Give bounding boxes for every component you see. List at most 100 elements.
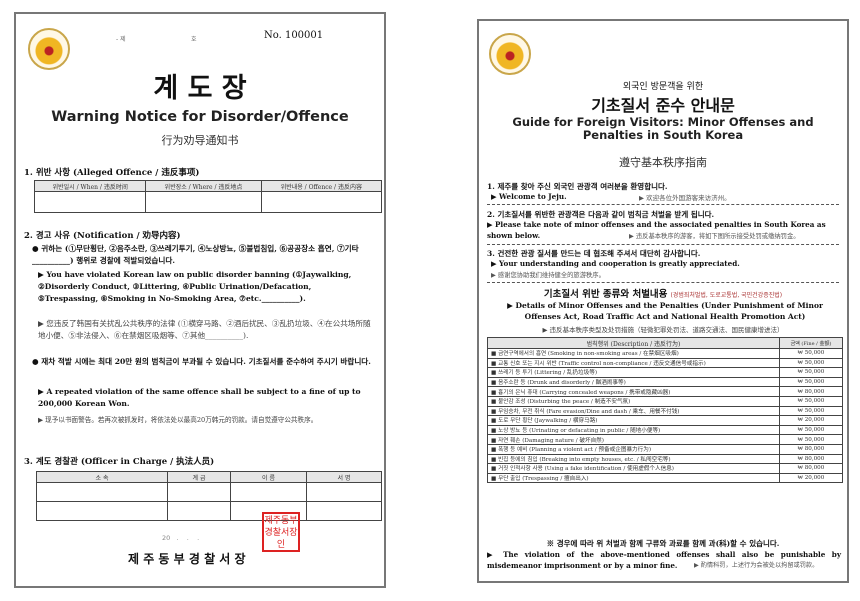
fine-row: ■ 자연 훼손 (Damaging nature / 破坏自然) ₩ 50,000 <box>487 434 843 445</box>
offense-description: ■ 자연 훼손 (Damaging nature / 破坏自然) <box>487 434 780 445</box>
divider <box>487 204 839 205</box>
police-emblem-logo <box>489 33 531 75</box>
offense-description: ■ 금연구역에서의 흡연 (Smoking in non-smoking are… <box>487 348 780 359</box>
offense-description: ■ 흉기의 은닉 휴대 (Carrying concealed weapons … <box>487 386 780 397</box>
offense-description: ■ 도로 무단 횡단 (Jaywalking / 横穿马路) <box>487 415 780 426</box>
section-3-chinese: ▶ 感谢您协助我们维持健全的旅游秩序。 <box>491 272 605 279</box>
section-1-english: ▶ Welcome to Jeju. <box>491 192 567 201</box>
col-when: 위반일시 / When / 违反时间 <box>33 180 147 192</box>
fine-amount: ₩ 50,000 <box>779 395 843 407</box>
note-chinese: ▶ 酌情科罚，上述行为会被处以拘留或罚款。 <box>694 562 819 569</box>
fine-row: ■ 빈집 등에의 침입 (Breaking into empty houses,… <box>487 453 843 465</box>
repeat-warning-english: ▶ A repeated violation of the same offen… <box>38 387 361 408</box>
title-chinese: 遵守基本秩序指南 <box>619 156 707 169</box>
section-2-heading: 2. 경고 사유 (Notification / 劝导内容) <box>24 231 181 241</box>
fine-amount: ₩ 80,000 <box>779 386 843 397</box>
offense-description: ■ 교통 신호 또는 지시 위반 (Traffic control non-co… <box>487 357 780 369</box>
fine-row: ■ 교통 신호 또는 지시 위반 (Traffic control non-co… <box>487 357 843 369</box>
offense-description: ■ 쓰레기 등 투기 (Littering / 乱扔垃圾等) <box>487 367 780 378</box>
notice-korean: ● 귀하는 (①무단횡단, ②음주소란, ③쓰레기투기, ④노상방뇨, ⑤불법침… <box>32 244 359 265</box>
officer-cell[interactable] <box>306 482 382 502</box>
fine-row: ■ 무단 출입 (Trespassing / 擅自出入) ₩ 20,000 <box>487 472 843 484</box>
offense-description: ■ 거짓 인적사항 사용 (Using a fake identificatio… <box>487 463 780 474</box>
col-signature: 서 명 <box>306 471 382 483</box>
officer-cell[interactable] <box>36 482 168 502</box>
fine-amount: ₩ 50,000 <box>779 434 843 445</box>
offense-description: ■ 노상 방뇨 등 (Urinating or defacating in pu… <box>487 424 780 436</box>
fine-row: ■ 거짓 인적사항 사용 (Using a fake identificatio… <box>487 463 843 474</box>
offense-description: ■ 무단 출입 (Trespassing / 擅自出入) <box>487 472 780 484</box>
offense-description: ■ 음주소란 등 (Drunk and disorderly / 酗酒闹事等) <box>487 376 780 388</box>
fine-row: ■ 음주소란 등 (Drunk and disorderly / 酗酒闹事等) ₩… <box>487 376 843 388</box>
section-3-korean: 3. 건전한 관광 질서를 만드는 데 협조해 주셔서 대단히 감사합니다. <box>487 249 701 258</box>
title-korean: 기초질서 준수 안내문 <box>591 96 735 115</box>
serial-prefix: - 제 <box>116 36 126 43</box>
fine-row: ■ 도로 무단 횡단 (Jaywalking / 横穿马路) ₩ 20,000 <box>487 415 843 426</box>
col-affiliation: 소 속 <box>36 471 168 483</box>
col-fine: 금액 (Fine / 金额) <box>779 337 843 349</box>
fine-amount: ₩ 80,000 <box>779 453 843 465</box>
divider <box>487 282 839 283</box>
official-seal-stamp: 제주동부경찰서장인 <box>262 512 300 552</box>
fines-table: 범칙행위 (Description / 违反行为) 금액 (Fine / 金额) … <box>487 337 843 484</box>
issue-date: 20 . . . <box>162 534 200 542</box>
divider <box>487 244 839 245</box>
offense-description: ■ 폭행 등 예비 (Planning a violent act / 预备或企… <box>487 443 780 455</box>
section-3-english: ▶ Your understanding and cooperation is … <box>491 259 740 268</box>
offense-description: ■ 무임승차, 무전 취식 (Fare evasion/Dine and das… <box>487 405 780 417</box>
table-title-english: ▶ Details of Minor Offenses and the Pena… <box>507 301 823 321</box>
fine-row: ■ 폭행 등 예비 (Planning a violent act / 预备或企… <box>487 443 843 455</box>
offence-field[interactable] <box>260 191 383 213</box>
where-field[interactable] <box>145 191 262 213</box>
table-title-laws: (경범죄처벌법, 도로교통법, 국민건강증진법) <box>670 292 783 299</box>
police-emblem-logo <box>28 28 70 70</box>
fine-amount: ₩ 20,000 <box>779 472 843 484</box>
fine-row: ■ 금연구역에서의 흡연 (Smoking in non-smoking are… <box>487 348 843 359</box>
notice-english: ▶ You have violated Korean law on public… <box>38 270 352 303</box>
col-offence: 위반내용 / Offence / 违反内容 <box>260 180 383 192</box>
fine-row: ■ 흉기의 은닉 휴대 (Carrying concealed weapons … <box>487 386 843 397</box>
fine-amount: ₩ 50,000 <box>779 348 843 359</box>
officer-cell[interactable] <box>36 501 168 521</box>
fine-row: ■ 무임승차, 무전 취식 (Fare evasion/Dine and das… <box>487 405 843 417</box>
note-english: ▶ The violation of the above-mentioned o… <box>487 550 841 570</box>
title-korean: 계 도 장 <box>153 73 247 104</box>
table-title-korean: 기초질서 위반 종류와 처벌내용 <box>543 289 668 300</box>
fine-amount: ₩ 80,000 <box>779 443 843 455</box>
warning-notice-document: - 제 호 No. 100001 계 도 장 Warning Notice fo… <box>14 12 386 588</box>
fine-amount: ₩ 50,000 <box>779 367 843 378</box>
col-rank: 계 급 <box>167 471 231 483</box>
section-1-chinese: ▶ 欢迎各位外国游客来访济州。 <box>639 194 731 202</box>
section-1-korean: 1. 제주를 찾아 주신 외국인 관광객 여러분을 환영합니다. <box>487 182 668 191</box>
alleged-offence-table: 위반일시 / When / 违反时间 위반장소 / Where / 违反地点 위반내… <box>33 180 383 213</box>
section-1-heading: 1. 위반 사항 (Alleged Offence / 违反事项) <box>24 168 200 178</box>
note-korean: ※ 경우에 따라 위 처벌과 함께 구류와 과료를 함께 과(科)할 수 있습니… <box>546 539 780 548</box>
col-description: 범칙행위 (Description / 违反行为) <box>487 337 780 349</box>
section-2-korean: 2. 기초질서를 위반한 관광객은 다음과 같이 범칙금 처벌을 받게 됩니다. <box>487 210 715 219</box>
document-number: No. 100001 <box>264 30 324 41</box>
when-field[interactable] <box>33 191 147 213</box>
title-chinese: 行为劝导通知书 <box>161 134 239 147</box>
notice-chinese: ▶ 您违反了韩国有关扰乱公共秩序的法律 (①横穿马路、②酒后扰民、③乱扔垃圾、④… <box>38 319 371 340</box>
officer-cell[interactable] <box>230 482 307 502</box>
issuer-signature: 제 주 동 부 경 찰 서 장 <box>128 552 246 566</box>
visitor-guide-document: 외국인 방문객을 위한 기초질서 준수 안내문 Guide for Foreig… <box>477 19 849 583</box>
fine-row: ■ 노상 방뇨 등 (Urinating or defacating in pu… <box>487 424 843 436</box>
title-english: Guide for Foreign Visitors: Minor Offens… <box>512 115 814 142</box>
repeat-warning-chinese: ▶ 现予以书面警告。若再次被抓发时，将依法处以最高20万韩元的罚款。请自觉遵守公… <box>38 416 318 424</box>
col-name: 이 름 <box>230 471 307 483</box>
repeat-warning-korean: ● 재차 적발 시에는 최대 20만 원의 범칙금이 부과될 수 있습니다. 기… <box>32 357 371 366</box>
offense-description: ■ 불안감 조성 (Disturbing the peace / 制造不安气氛) <box>487 395 780 407</box>
table-title: 기초질서 위반 종류와 처벌내용 (경범죄처벌법, 도로교통법, 국민건강증진법… <box>479 286 847 300</box>
section-3-heading: 3. 계도 경찰관 (Officer in Charge / 执法人员) <box>24 457 215 467</box>
title-english: Warning Notice for Disorder/Offence <box>51 109 349 125</box>
fine-row: ■ 쓰레기 등 투기 (Littering / 乱扔垃圾等) ₩ 50,000 <box>487 367 843 378</box>
section-2-english: ▶ Please take note of minor offenses and… <box>487 220 826 240</box>
officer-cell[interactable] <box>306 501 382 521</box>
officer-cell[interactable] <box>167 482 231 502</box>
fine-amount: ₩ 50,000 <box>779 376 843 388</box>
officer-cell[interactable] <box>167 501 231 521</box>
fine-amount: ₩ 80,000 <box>779 463 843 474</box>
pre-title: 외국인 방문객을 위한 <box>622 82 704 92</box>
